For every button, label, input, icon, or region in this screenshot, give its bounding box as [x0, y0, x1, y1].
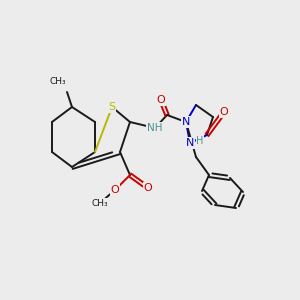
Text: N: N [186, 138, 194, 148]
Text: H: H [196, 136, 204, 146]
Text: O: O [144, 183, 152, 193]
Text: CH₃: CH₃ [50, 77, 66, 86]
Text: N: N [182, 117, 190, 127]
Text: CH₃: CH₃ [92, 199, 108, 208]
Text: O: O [220, 107, 228, 117]
Text: NH: NH [147, 123, 163, 133]
Text: O: O [157, 95, 165, 105]
Text: S: S [108, 102, 116, 112]
Text: O: O [111, 185, 119, 195]
